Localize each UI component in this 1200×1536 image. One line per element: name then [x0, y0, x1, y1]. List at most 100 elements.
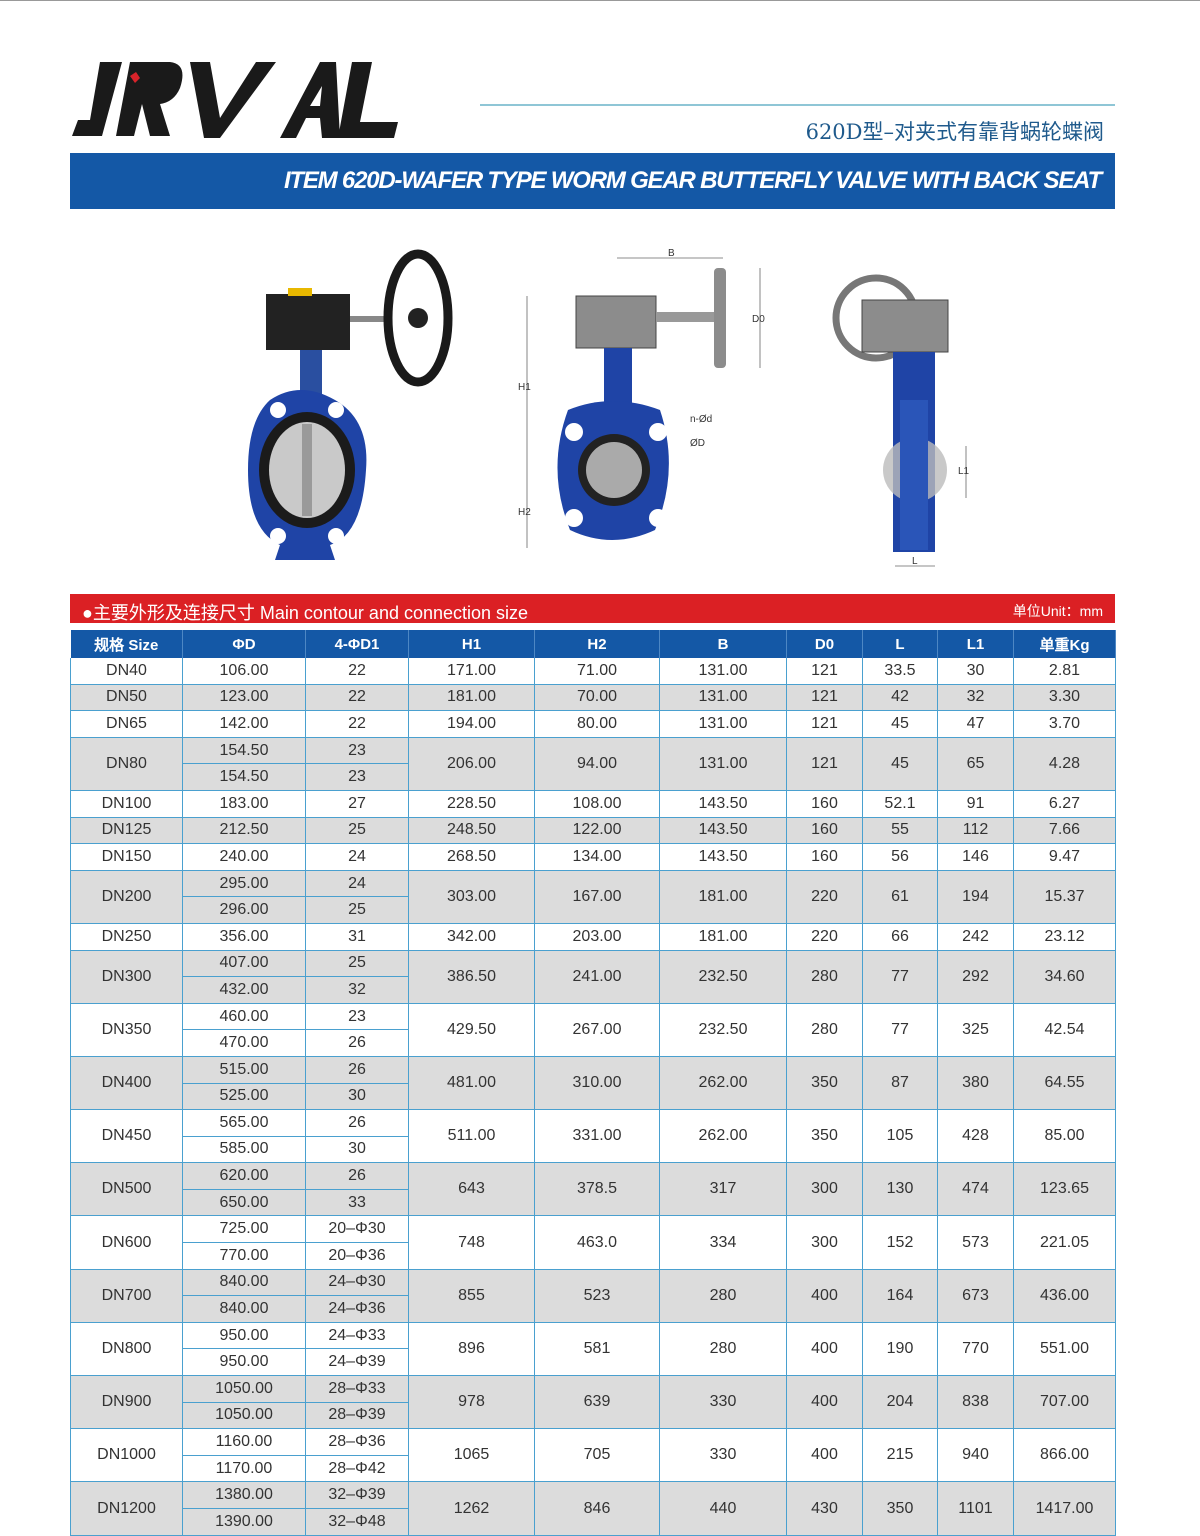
- column-header: 4-ΦD1: [305, 630, 409, 658]
- cell-d: 295.00: [182, 870, 306, 898]
- cell-l1: 146: [937, 843, 1014, 871]
- cell-h1: 429.50: [408, 1003, 535, 1057]
- table-row: DN700 840.00 24–Φ30 855 523 280 400 164 673 436.0…: [70, 1269, 1116, 1323]
- table-subrow: 470.00 26: [71, 1029, 1116, 1057]
- cell-d0: 220: [786, 870, 863, 924]
- cell-h1: 181.00: [408, 684, 535, 712]
- cell-b: 181.00: [659, 870, 787, 924]
- cell-weight: 707.00: [1013, 1375, 1116, 1430]
- cell-h2: 331.00: [534, 1109, 660, 1164]
- cell-weight: 3.70: [1013, 710, 1116, 738]
- cell-l1: 47: [937, 710, 1014, 738]
- cell-b: 143.50: [659, 790, 787, 818]
- table-subrow: 296.00 25: [71, 896, 1116, 924]
- cell-l1: 428: [937, 1109, 1014, 1164]
- cell-d: 950.00: [182, 1348, 306, 1377]
- cell-d0: 350: [786, 1109, 863, 1164]
- cell-l1: 65: [937, 737, 1014, 791]
- cell-h2: 267.00: [534, 1003, 660, 1057]
- table-row: DN250 356.00 31 342.00 203.00 181.00 220 66 242 2…: [70, 923, 1116, 951]
- cell-l1: 770: [937, 1322, 1014, 1377]
- table-row: DN80 154.50 23 206.00 94.00 131.00 121 45 65 4.28: [70, 737, 1116, 791]
- column-header: H2: [534, 630, 660, 658]
- cell-d: 296.00: [182, 896, 306, 924]
- cell-h1: 896: [408, 1322, 535, 1377]
- cell-d0: 350: [786, 1056, 863, 1111]
- cell-size: DN300: [70, 950, 183, 1004]
- cell-h2: 523: [534, 1269, 660, 1323]
- cell-d: 1390.00: [182, 1508, 306, 1536]
- cell-d: 565.00: [182, 1109, 306, 1137]
- cell-size: DN600: [70, 1215, 183, 1270]
- cell-size: DN200: [70, 870, 183, 924]
- table-subrow: 432.00 32: [71, 976, 1116, 1004]
- cell-size: DN400: [70, 1056, 183, 1111]
- cell-weight: 2.81: [1013, 658, 1116, 685]
- cell-size: DN80: [70, 737, 183, 791]
- table-row: DN400 515.00 26 481.00 310.00 262.00 350 87 380 6…: [70, 1056, 1116, 1111]
- cell-d1: 26: [305, 1109, 409, 1137]
- cell-d0: 160: [786, 817, 863, 845]
- table-subrow: 154.50 23: [71, 763, 1116, 791]
- cell-d1: 26: [305, 1056, 409, 1084]
- cell-b: 280: [659, 1322, 787, 1377]
- header-rule: [480, 104, 1115, 106]
- cell-b: 262.00: [659, 1056, 787, 1111]
- cell-h1: 171.00: [408, 658, 535, 685]
- cell-b: 317: [659, 1162, 787, 1217]
- cell-h1: 206.00: [408, 737, 535, 791]
- cell-h2: 80.00: [534, 710, 660, 738]
- cell-size: DN1200: [70, 1481, 183, 1536]
- table-subrow: 840.00 24–Φ36: [71, 1295, 1116, 1323]
- cell-size: DN100: [70, 790, 183, 818]
- cell-weight: 436.00: [1013, 1269, 1116, 1323]
- table-row: DN200 295.00 24 303.00 167.00 181.00 220 61 194 1…: [70, 870, 1116, 924]
- cell-h1: 268.50: [408, 843, 535, 871]
- cell-weight: 9.47: [1013, 843, 1116, 871]
- cell-h2: 70.00: [534, 684, 660, 712]
- cell-d: 154.50: [182, 737, 306, 765]
- cell-d1: 27: [305, 790, 409, 818]
- cell-h1: 855: [408, 1269, 535, 1323]
- cell-d0: 160: [786, 843, 863, 871]
- cell-d1: 23: [305, 737, 409, 765]
- cell-d0: 400: [786, 1428, 863, 1483]
- section-header: ●主要外形及连接尺寸 Main contour and connection s…: [70, 594, 1115, 623]
- table-subrow: 585.00 30: [71, 1136, 1116, 1164]
- table-row: DN1000 1160.00 28–Φ36 1065 705 330 400 215 940 86…: [70, 1428, 1116, 1483]
- cell-weight: 23.12: [1013, 923, 1116, 951]
- cell-d1: 20–Φ36: [305, 1242, 409, 1270]
- table-row: DN100 183.00 27 228.50 108.00 143.50 160 52.1 91…: [70, 790, 1116, 818]
- cell-h1: 748: [408, 1215, 535, 1270]
- cell-h1: 511.00: [408, 1109, 535, 1164]
- cell-d0: 121: [786, 737, 863, 791]
- cell-h2: 108.00: [534, 790, 660, 818]
- cell-d1: 26: [305, 1162, 409, 1190]
- cell-l: 33.5: [862, 658, 938, 685]
- product-banner: ITEM 620D-WAFER TYPE WORM GEAR BUTTERFLY…: [70, 153, 1115, 209]
- cell-d: 770.00: [182, 1242, 306, 1270]
- cell-l: 52.1: [862, 790, 938, 818]
- cell-size: DN150: [70, 843, 183, 871]
- cell-l: 56: [862, 843, 938, 871]
- cell-weight: 42.54: [1013, 1003, 1116, 1057]
- cell-h2: 639: [534, 1375, 660, 1430]
- cell-l: 61: [862, 870, 938, 924]
- cell-size: DN125: [70, 817, 183, 845]
- cell-h1: 248.50: [408, 817, 535, 845]
- column-header: 单重Kg: [1013, 630, 1116, 658]
- cell-d1: 24–Φ39: [305, 1348, 409, 1377]
- cell-h2: 846: [534, 1481, 660, 1536]
- cell-l: 204: [862, 1375, 938, 1430]
- cell-l: 45: [862, 710, 938, 738]
- cell-weight: 6.27: [1013, 790, 1116, 818]
- cell-d1: 24–Φ33: [305, 1322, 409, 1350]
- column-header: ΦD: [182, 630, 306, 658]
- cell-h1: 643: [408, 1162, 535, 1217]
- product-title: ITEM 620D-WAFER TYPE WORM GEAR BUTTERFLY…: [283, 167, 1102, 194]
- cell-size: DN450: [70, 1109, 183, 1164]
- cell-h1: 342.00: [408, 923, 535, 951]
- cell-d0: 160: [786, 790, 863, 818]
- cell-d0: 300: [786, 1162, 863, 1217]
- cell-h1: 303.00: [408, 870, 535, 924]
